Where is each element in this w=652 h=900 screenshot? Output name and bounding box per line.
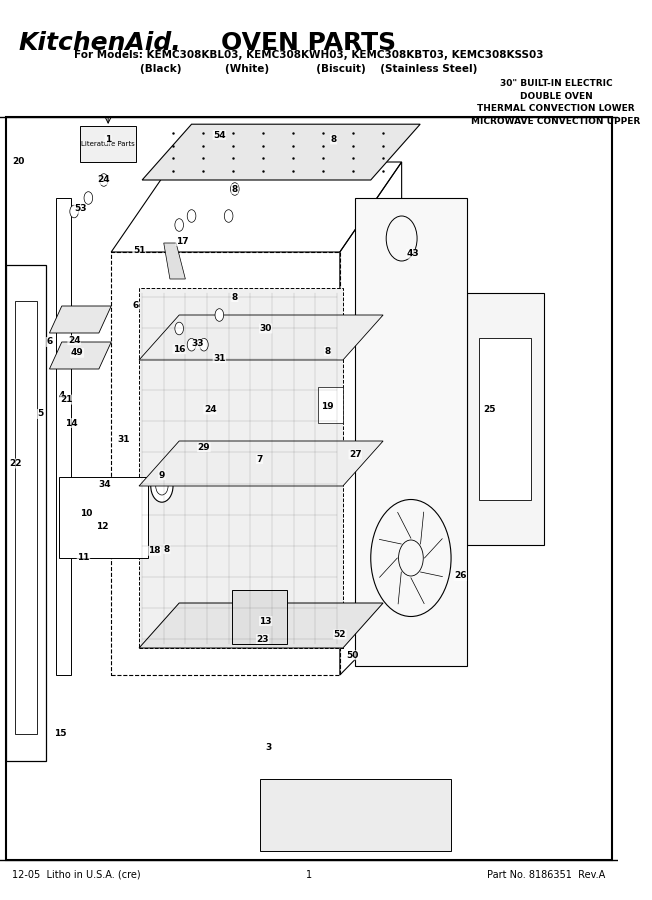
Text: 5: 5: [37, 410, 43, 418]
Text: THERMAL CONVECTION LOWER: THERMAL CONVECTION LOWER: [477, 104, 635, 113]
Circle shape: [224, 210, 233, 222]
Text: 12-05  Litho in U.S.A. (cre): 12-05 Litho in U.S.A. (cre): [12, 869, 141, 880]
Text: 23: 23: [256, 634, 269, 644]
Polygon shape: [139, 441, 383, 486]
Text: 49: 49: [71, 348, 83, 357]
Polygon shape: [50, 306, 111, 333]
Circle shape: [200, 338, 208, 351]
Text: 31: 31: [213, 354, 226, 363]
Text: OVEN PARTS: OVEN PARTS: [222, 32, 396, 56]
Text: For Models: KEMC308KBL03, KEMC308KWH03, KEMC308KBT03, KEMC308KSS03: For Models: KEMC308KBL03, KEMC308KWH03, …: [74, 50, 544, 60]
Text: 29: 29: [198, 443, 210, 452]
Bar: [16, 302, 37, 734]
Text: KitchenAid.: KitchenAid.: [18, 32, 181, 56]
Text: 12: 12: [96, 522, 108, 531]
Polygon shape: [50, 342, 111, 369]
Text: DOUBLE OVEN: DOUBLE OVEN: [520, 92, 593, 101]
Text: 34: 34: [98, 480, 111, 489]
Text: 8: 8: [231, 184, 238, 194]
Text: 30: 30: [259, 324, 272, 333]
Text: 52: 52: [334, 630, 346, 639]
Text: 6: 6: [46, 338, 53, 346]
Text: 21: 21: [61, 395, 73, 404]
Text: 50: 50: [346, 651, 359, 660]
Text: 4: 4: [59, 392, 65, 400]
Text: 24: 24: [98, 176, 110, 184]
Text: 20: 20: [12, 158, 25, 166]
Bar: [231, 590, 288, 644]
Text: 30" BUILT-IN ELECTRIC: 30" BUILT-IN ELECTRIC: [500, 79, 612, 88]
Text: 14: 14: [65, 418, 78, 427]
Circle shape: [84, 192, 93, 204]
Text: 6: 6: [133, 302, 139, 310]
Text: 16: 16: [173, 345, 185, 354]
Circle shape: [175, 219, 183, 231]
Bar: [80, 126, 136, 162]
Text: 17: 17: [176, 237, 188, 246]
Text: 24: 24: [68, 336, 80, 345]
Text: 11: 11: [77, 554, 90, 562]
Bar: [6, 117, 612, 860]
Bar: [355, 198, 467, 666]
Text: 8: 8: [324, 346, 331, 356]
Text: MICROWAVE CONVECTION UPPER: MICROWAVE CONVECTION UPPER: [471, 117, 641, 126]
Text: 8: 8: [331, 135, 337, 144]
Bar: [59, 477, 148, 558]
Polygon shape: [164, 243, 185, 279]
Polygon shape: [259, 778, 451, 850]
Polygon shape: [139, 315, 383, 360]
Text: 53: 53: [74, 204, 87, 213]
Text: 18: 18: [148, 546, 161, 555]
Circle shape: [70, 205, 78, 218]
Bar: [479, 338, 531, 500]
Text: 3: 3: [265, 742, 272, 752]
Text: 25: 25: [483, 405, 496, 414]
Text: Part No. 8186351  Rev.A: Part No. 8186351 Rev.A: [487, 869, 606, 880]
Text: 24: 24: [204, 405, 216, 414]
Bar: [139, 288, 343, 648]
Circle shape: [175, 322, 183, 335]
Text: 26: 26: [454, 572, 467, 580]
Text: 43: 43: [406, 249, 419, 258]
Circle shape: [187, 338, 196, 351]
Text: 7: 7: [256, 454, 263, 464]
Circle shape: [100, 174, 108, 186]
Circle shape: [151, 470, 173, 502]
Text: 1: 1: [105, 135, 111, 144]
Text: Literature Parts: Literature Parts: [82, 141, 135, 147]
Text: 51: 51: [133, 246, 145, 255]
Text: 9: 9: [158, 471, 165, 480]
Circle shape: [230, 183, 239, 195]
Text: 19: 19: [321, 402, 334, 411]
Text: 13: 13: [259, 616, 272, 625]
Text: 22: 22: [9, 459, 22, 468]
Text: 27: 27: [349, 450, 362, 459]
Circle shape: [187, 210, 196, 222]
Text: 8: 8: [231, 292, 238, 302]
Text: 1: 1: [306, 869, 312, 880]
Polygon shape: [318, 387, 343, 423]
Polygon shape: [139, 603, 383, 648]
Text: 31: 31: [117, 435, 130, 444]
Text: 10: 10: [80, 508, 93, 518]
Text: (Black)            (White)             (Biscuit)    (Stainless Steel): (Black) (White) (Biscuit) (Stainless Ste…: [140, 64, 478, 74]
Polygon shape: [142, 124, 420, 180]
Circle shape: [215, 309, 224, 321]
Text: 54: 54: [213, 130, 226, 140]
Text: 15: 15: [54, 729, 67, 738]
Bar: [6, 266, 46, 760]
Text: 33: 33: [192, 339, 204, 348]
Text: 8: 8: [164, 544, 170, 554]
Bar: [467, 292, 544, 544]
